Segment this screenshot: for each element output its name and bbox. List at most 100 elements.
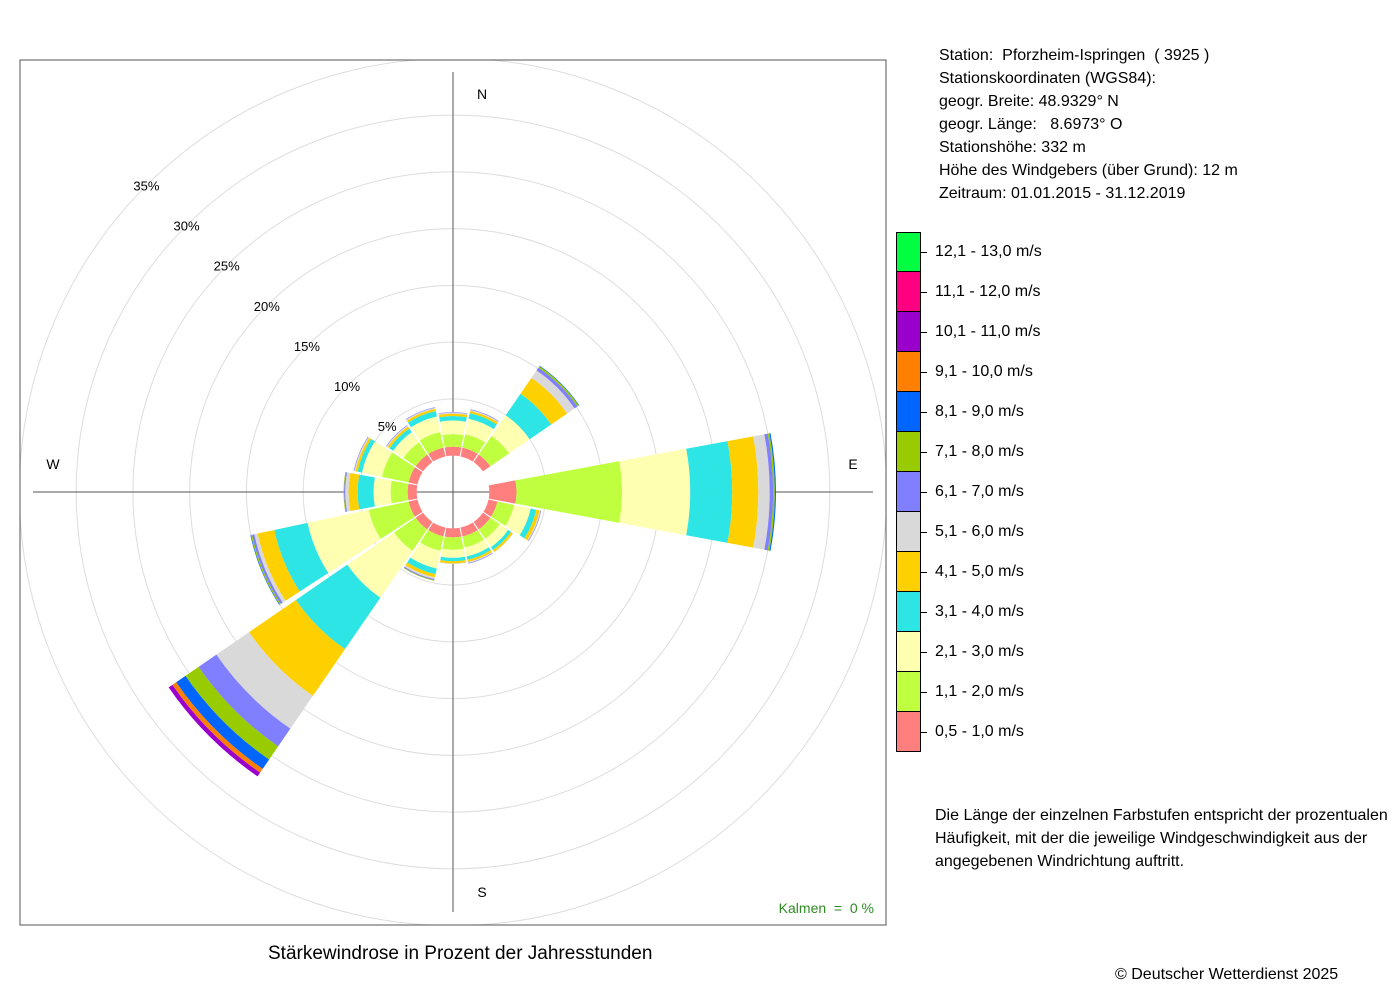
- sector-WSW-class-3: [307, 509, 381, 573]
- legend-swatch: [896, 352, 921, 392]
- sector-WSW-class-1: [408, 499, 423, 517]
- legend-tick: [920, 332, 927, 333]
- sector-W-class-6: [345, 472, 351, 512]
- sector-SSW-class-6: [404, 565, 435, 580]
- sector-ESE-class-6: [527, 510, 541, 541]
- sector-SSE-class-2: [462, 530, 484, 548]
- sector-SW-class-11: [168, 684, 261, 777]
- legend-label: 3,1 - 4,0 m/s: [935, 603, 1024, 620]
- sector-W-class-8: [343, 472, 346, 512]
- sector-E-class-1: [488, 480, 517, 504]
- sector-NNE-class-4: [468, 413, 497, 430]
- sector-N-class-1: [444, 446, 462, 457]
- sector-E-class-4: [686, 441, 733, 543]
- explanation-note: Die Länge der einzelnen Farbstufen entsp…: [935, 807, 1388, 870]
- sector-SE-class-1: [473, 512, 491, 530]
- legend-label: 12,1 - 13,0 m/s: [935, 243, 1042, 260]
- legend-label: 11,1 - 12,0 m/s: [935, 283, 1041, 300]
- sector-SW-class-1: [415, 512, 433, 530]
- sector-NNE-class-3: [465, 418, 494, 443]
- sector-WNW-class-4: [357, 438, 375, 473]
- sector-SW-class-9: [176, 675, 270, 769]
- sector-N-class-7: [438, 411, 468, 414]
- sector-NE-class-8: [538, 366, 579, 407]
- sector-E-class-8: [767, 433, 775, 551]
- legend-label: 2,1 - 3,0 m/s: [935, 643, 1024, 660]
- legend-label: 4,1 - 5,0 m/s: [935, 563, 1024, 580]
- sector-SSE-class-1: [460, 522, 478, 537]
- sector-NW-class-5: [387, 426, 410, 449]
- legend-swatch: [896, 632, 921, 672]
- legend-swatch: [896, 512, 921, 552]
- legend-swatch: [896, 312, 921, 352]
- ring-label: 5%: [378, 419, 397, 434]
- legend-swatch: [896, 552, 921, 592]
- sector-SSW-class-4: [407, 557, 437, 575]
- sector-SSW-class-1: [428, 522, 446, 537]
- sector-WNW-class-3: [361, 441, 393, 477]
- legend-tick: [920, 252, 927, 253]
- sector-WNW-class-6: [354, 436, 370, 472]
- sector-NNW-class-2: [419, 432, 444, 454]
- sector-SE-class-5: [492, 531, 513, 552]
- sector-SE-class-2: [478, 517, 500, 539]
- sector-N-class-4: [439, 415, 467, 422]
- ring-label: 30%: [174, 219, 200, 234]
- sector-NNW-class-4: [407, 410, 437, 428]
- sector-SSW-class-2: [420, 530, 444, 551]
- sector-S-class-2: [442, 536, 464, 550]
- legend-label: 0,5 - 1,0 m/s: [935, 723, 1024, 740]
- sector-ESE-class-1: [483, 499, 498, 517]
- sector-NW-class-3: [393, 432, 419, 458]
- copyright: © Deutscher Wetterdienst 2025: [1115, 966, 1339, 983]
- sector-SSW-class-5: [405, 562, 436, 578]
- sector-NE-class-4: [505, 393, 552, 440]
- sector-SSE-class-4: [466, 547, 491, 560]
- sector-S-class-3: [441, 548, 465, 558]
- legend-item: 3,1 - 4,0 m/s: [896, 592, 1096, 632]
- legend-label: 1,1 - 2,0 m/s: [935, 683, 1024, 700]
- sector-SSW-class-7: [403, 566, 435, 581]
- sector-NNW-class-3: [410, 416, 441, 441]
- sector-W-class-1: [407, 483, 418, 501]
- sector-S-class-6: [439, 562, 467, 565]
- sector-WSW-class-5: [257, 529, 300, 601]
- sector-ESE-class-5: [524, 509, 540, 541]
- station-info: Station: Pforzheim-Ispringen ( 3925 ) St…: [939, 44, 1238, 205]
- sector-WNW-class-1: [408, 467, 423, 485]
- sector-E-class-7: [764, 433, 774, 551]
- sector-N-class-2: [442, 434, 464, 448]
- legend-tick: [920, 732, 927, 733]
- sector-E-class-2: [515, 461, 623, 523]
- sector-WSW-class-2: [368, 501, 415, 539]
- sector-NNW-class-5: [406, 408, 436, 423]
- chart-title: Stärkewindrose in Prozent der Jahresstun…: [268, 943, 653, 964]
- compass-label-e: E: [848, 456, 857, 472]
- legend-item: 8,1 - 9,0 m/s: [896, 392, 1096, 432]
- legend-tick: [920, 652, 927, 653]
- legend-item: 1,1 - 2,0 m/s: [896, 672, 1096, 712]
- legend-tick: [920, 372, 927, 373]
- sector-SSW-class-3: [410, 542, 441, 569]
- sector-SW-class-8: [185, 666, 279, 760]
- legend-item: 2,1 - 3,0 m/s: [896, 632, 1096, 672]
- sector-W-class-4: [357, 474, 375, 510]
- legend-item: 11,1 - 12,0 m/s: [896, 272, 1096, 312]
- station-latitude: geogr. Breite: 48.9329° N: [939, 93, 1119, 110]
- sector-NE-class-7: [536, 367, 578, 409]
- legend-label: 7,1 - 8,0 m/s: [935, 443, 1024, 460]
- legend-item: 9,1 - 10,0 m/s: [896, 352, 1096, 392]
- legend-swatch: [896, 232, 921, 272]
- time-period: Zeitraum: 01.01.2015 - 31.12.2019: [939, 185, 1186, 202]
- ring-label: 35%: [133, 178, 159, 193]
- sector-SSE-class-7: [468, 552, 493, 564]
- legend-tick: [920, 612, 927, 613]
- ring-label: 25%: [214, 259, 240, 274]
- sector-E-class-5: [727, 436, 759, 548]
- legend-tick: [920, 492, 927, 493]
- sector-NE-class-5: [520, 377, 568, 425]
- legend-swatch: [896, 712, 921, 752]
- legend-item: 7,1 - 8,0 m/s: [896, 432, 1096, 472]
- sector-W-class-2: [390, 480, 409, 504]
- legend-label: 10,1 - 11,0 m/s: [935, 323, 1041, 340]
